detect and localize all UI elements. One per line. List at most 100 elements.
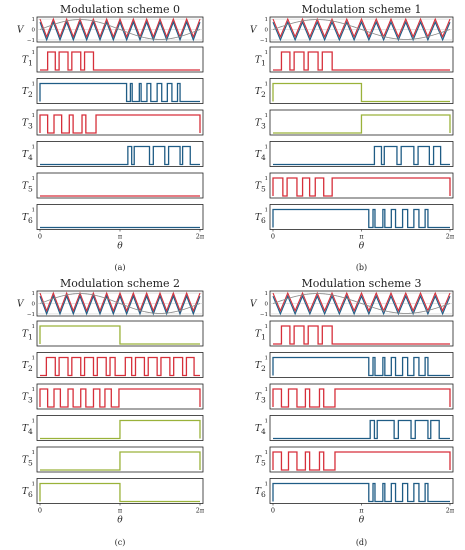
carrier-upper-line xyxy=(272,17,451,39)
signal-label-index: 3 xyxy=(261,396,266,405)
signal-waveform-t5 xyxy=(40,451,201,471)
signal-axes-frame xyxy=(269,320,454,347)
figure-caption: (b) xyxy=(356,263,367,272)
v-tick-label: 1 xyxy=(265,291,269,297)
signal-label-t4: T xyxy=(255,424,262,434)
x-tick-label: π xyxy=(118,507,123,515)
signal-label-t3: T xyxy=(22,119,29,129)
v-tick-label: −1 xyxy=(260,38,268,44)
signal-axes-frame xyxy=(269,78,454,104)
signal-waveform-t5 xyxy=(272,451,451,471)
signal-label-index: 6 xyxy=(28,216,33,225)
signal-waveform-t5 xyxy=(272,177,451,197)
figure-caption: (c) xyxy=(115,538,126,547)
signal-axes-frame xyxy=(269,446,454,473)
signal-axes-frame xyxy=(36,383,204,410)
signal-label-index: 3 xyxy=(28,122,33,131)
signal-waveform-t3 xyxy=(39,114,201,134)
carrier-upper-line xyxy=(272,291,451,313)
reference-sine-line xyxy=(39,293,201,314)
signal-waveform-t1 xyxy=(40,51,200,71)
chart-panel-3: Modulation scheme 310−1VT 11T 21T 31T 41T 51T… xyxy=(250,277,455,547)
signal-label-t6: T xyxy=(22,213,29,223)
v-tick-label: 1 xyxy=(32,291,36,297)
signal-label-t6: T xyxy=(255,487,262,497)
signal-label-index: 5 xyxy=(28,185,33,194)
signal-label-t5: T xyxy=(255,182,262,192)
signal-tick-label: 1 xyxy=(265,50,269,56)
signal-axes-frame xyxy=(269,415,454,441)
signal-label-index: 3 xyxy=(28,396,33,405)
chart-title: Modulation scheme 1 xyxy=(301,3,421,16)
v-tick-label: 1 xyxy=(32,17,36,23)
signal-label-index: 4 xyxy=(261,427,266,436)
signal-axes-frame xyxy=(36,78,204,104)
x-tick-label: 2π xyxy=(446,233,455,241)
figure-caption: (d) xyxy=(356,538,367,547)
signal-tick-label: 1 xyxy=(32,450,36,456)
signal-tick-label: 1 xyxy=(32,208,36,214)
v-axis-label: V xyxy=(250,26,258,36)
signal-tick-label: 1 xyxy=(265,113,269,119)
signal-label-t1: T xyxy=(255,330,262,340)
x-tick-label: π xyxy=(359,233,364,241)
signal-label-index: 4 xyxy=(261,153,266,162)
chart-title: Modulation scheme 0 xyxy=(60,3,180,16)
v-axis-label: V xyxy=(17,300,25,310)
signal-tick-label: 1 xyxy=(32,113,36,119)
signal-waveform-t4 xyxy=(273,419,450,440)
x-tick-label: 0 xyxy=(38,233,42,241)
x-axis-label: θ xyxy=(359,516,365,526)
signal-label-index: 2 xyxy=(261,364,266,373)
reference-sine-line xyxy=(39,19,201,40)
figure-caption: (a) xyxy=(114,263,125,272)
signal-label-t6: T xyxy=(22,487,29,497)
v-tick-label: 1 xyxy=(265,17,269,23)
signal-label-t1: T xyxy=(255,56,262,66)
signal-tick-label: 1 xyxy=(265,387,269,393)
v-tick-label: −1 xyxy=(27,38,35,44)
signal-label-t5: T xyxy=(22,182,29,192)
signal-waveform-t1 xyxy=(273,325,450,345)
signal-waveform-t2 xyxy=(40,356,200,377)
signal-tick-label: 1 xyxy=(32,356,36,362)
carrier-upper-line xyxy=(39,291,201,313)
v-tick-label: −1 xyxy=(27,312,35,318)
signal-axes-frame xyxy=(36,141,204,167)
signal-tick-label: 1 xyxy=(265,419,269,425)
signal-waveform-t1 xyxy=(273,51,450,71)
signal-waveform-t6 xyxy=(272,208,450,229)
signal-waveform-t6 xyxy=(272,482,450,503)
x-axis-label: θ xyxy=(117,242,123,252)
signal-waveform-t4 xyxy=(273,145,450,166)
signal-tick-label: 1 xyxy=(265,82,269,88)
signal-label-index: 2 xyxy=(261,90,266,99)
signal-label-t1: T xyxy=(22,56,29,66)
x-tick-label: 0 xyxy=(271,233,275,241)
signal-waveform-t2 xyxy=(272,356,450,377)
x-tick-label: π xyxy=(359,507,364,515)
signal-waveform-t2 xyxy=(272,82,450,103)
signal-label-index: 5 xyxy=(261,185,266,194)
x-axis-label: θ xyxy=(359,242,365,252)
signal-tick-label: 1 xyxy=(32,145,36,151)
signal-tick-label: 1 xyxy=(32,419,36,425)
chart-panel-1: Modulation scheme 110−1VT 11T 21T 31T 41T 51T… xyxy=(250,3,455,272)
signal-waveform-t3 xyxy=(39,388,201,408)
signal-tick-label: 1 xyxy=(32,387,36,393)
signal-tick-label: 1 xyxy=(32,82,36,88)
x-tick-label: 2π xyxy=(196,507,205,515)
v-axis-label: V xyxy=(250,300,258,310)
signal-axes-frame xyxy=(36,172,204,199)
carrier-lower-line xyxy=(39,294,201,316)
signal-tick-label: 1 xyxy=(32,482,36,488)
signal-tick-label: 1 xyxy=(265,208,269,214)
signal-label-t3: T xyxy=(255,393,262,403)
signal-label-t1: T xyxy=(22,330,29,340)
signal-label-t4: T xyxy=(255,150,262,160)
signal-waveform-t2 xyxy=(39,82,200,103)
x-tick-label: π xyxy=(118,233,123,241)
signal-axes-frame xyxy=(36,415,204,441)
v-tick-label: 0 xyxy=(265,302,269,308)
signal-label-index: 1 xyxy=(28,59,33,68)
